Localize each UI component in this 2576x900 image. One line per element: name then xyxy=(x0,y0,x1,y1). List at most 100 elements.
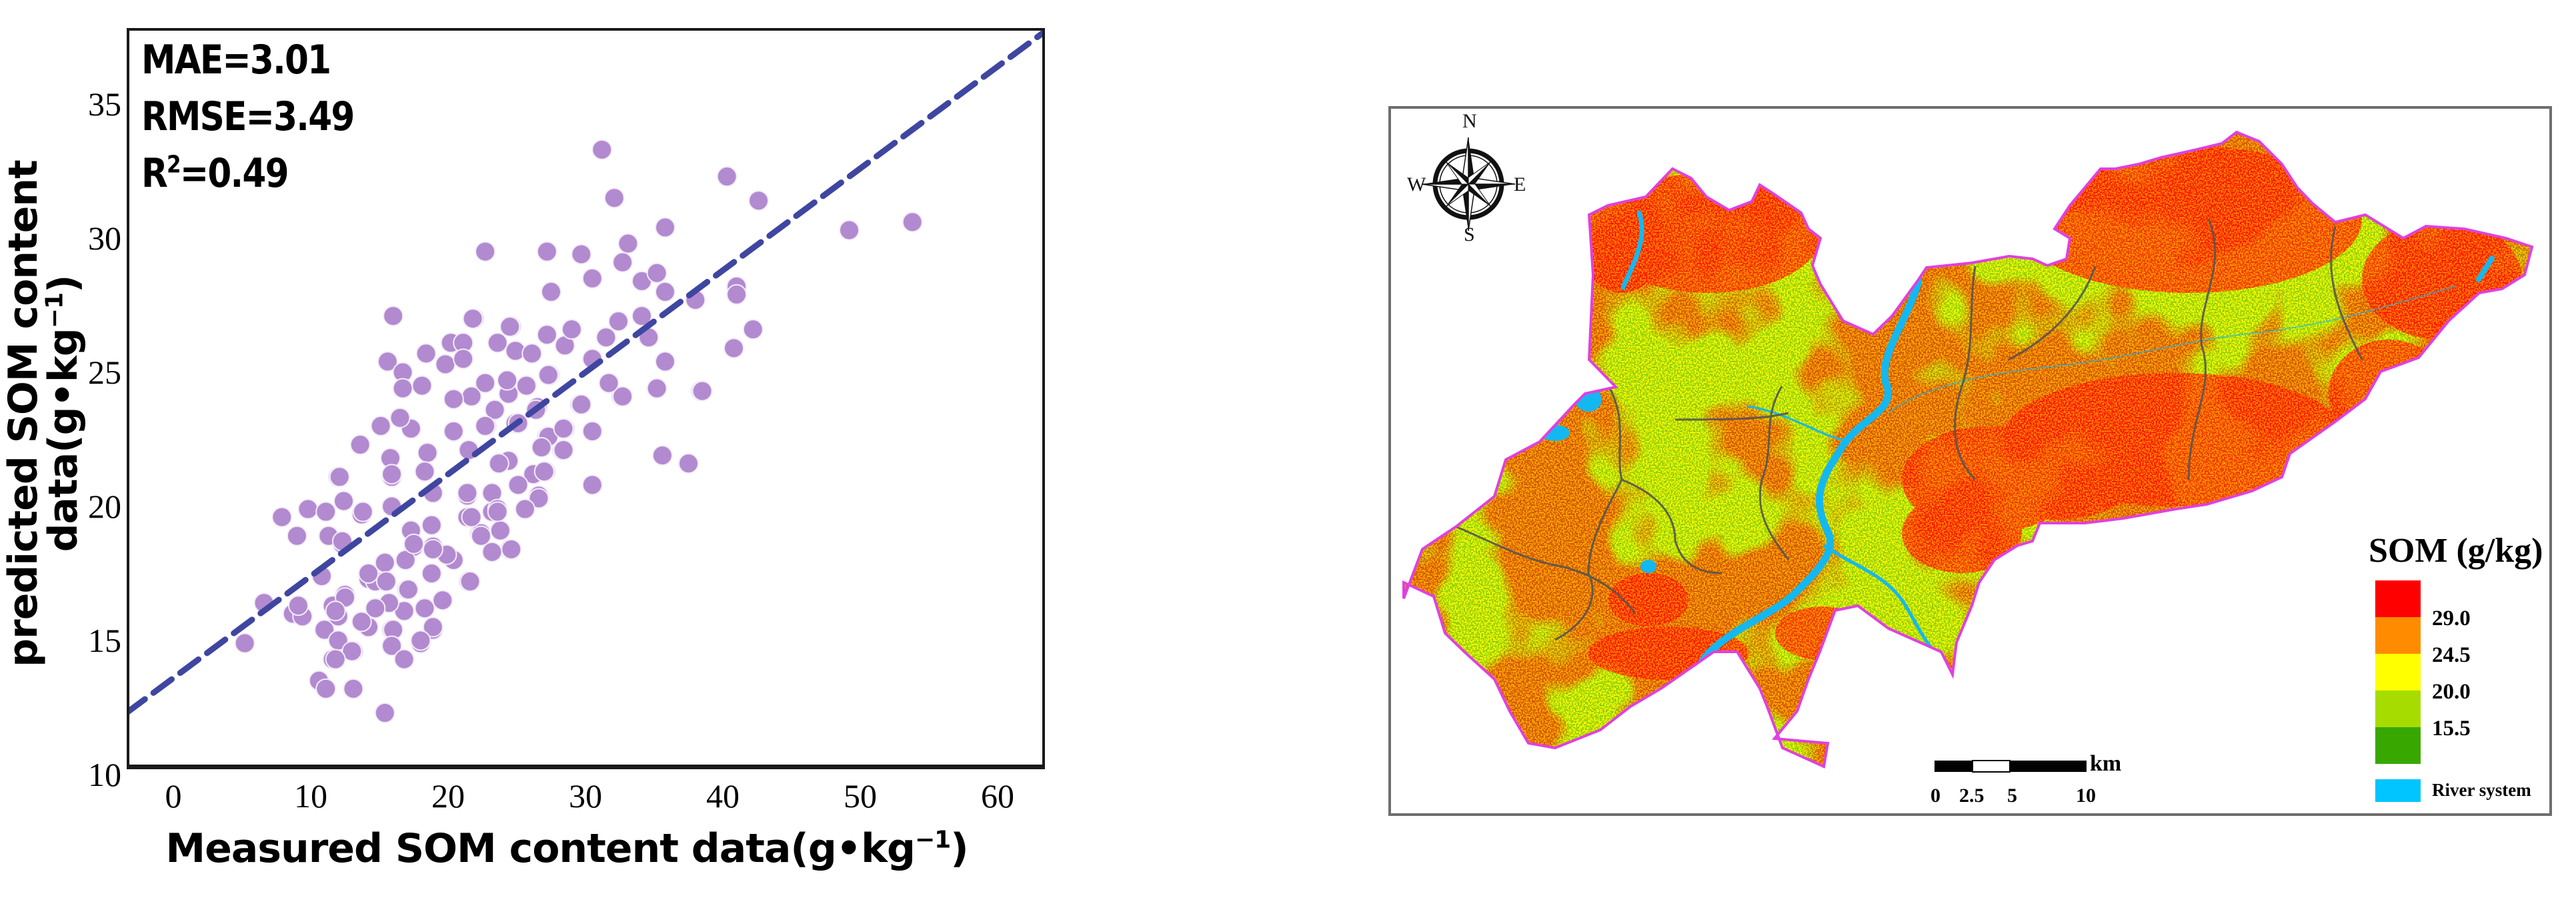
x-tick: 40 xyxy=(706,777,740,815)
x-tick: 60 xyxy=(981,777,1014,815)
y-axis-label-sup: −1 xyxy=(41,293,69,329)
x-axis-label-sup: −1 xyxy=(914,826,951,854)
x-tick: 10 xyxy=(294,777,327,815)
data-point xyxy=(461,506,482,528)
legend-label: 15.5 xyxy=(2432,717,2471,741)
data-point xyxy=(421,563,442,584)
data-point xyxy=(617,233,639,254)
scale-bar xyxy=(1935,760,2087,773)
data-point xyxy=(287,595,309,616)
compass-east: E xyxy=(1514,173,1526,195)
data-point xyxy=(598,372,619,394)
legend-swatch-red xyxy=(2375,580,2421,617)
data-point xyxy=(742,319,764,340)
x-tick: 20 xyxy=(431,777,465,815)
data-point xyxy=(654,281,676,302)
data-point xyxy=(422,616,443,638)
data-point xyxy=(561,319,582,340)
data-point xyxy=(475,415,496,436)
data-point xyxy=(414,461,435,482)
data-point xyxy=(607,311,629,332)
y-axis-label-close: ) xyxy=(40,275,87,294)
data-point xyxy=(383,306,404,327)
data-point xyxy=(377,351,398,372)
scale-label: 10 xyxy=(2076,785,2096,807)
scatter-points xyxy=(234,139,923,724)
data-point xyxy=(325,600,346,622)
data-point xyxy=(411,375,433,396)
rmse-stat: RMSE=3.49 xyxy=(141,93,355,140)
data-point xyxy=(341,640,363,662)
y-axis-label: predicted SOM content data(g•kg−1) xyxy=(0,47,87,781)
data-point xyxy=(654,351,676,372)
data-point xyxy=(748,190,770,211)
data-point xyxy=(397,579,419,600)
data-point xyxy=(528,488,549,509)
data-point xyxy=(457,482,478,504)
map-frame xyxy=(1388,106,2552,816)
legend-river-label: River system xyxy=(2432,780,2531,800)
data-point xyxy=(443,420,464,442)
x-tick: 30 xyxy=(569,777,602,815)
data-point xyxy=(723,338,744,359)
data-point xyxy=(349,434,371,456)
data-point xyxy=(286,525,307,546)
data-point xyxy=(902,211,923,233)
data-point xyxy=(314,619,335,640)
data-point xyxy=(612,386,633,407)
admin-boundaries xyxy=(1454,219,2363,641)
som-map xyxy=(1402,131,2533,773)
data-point xyxy=(414,598,435,619)
data-point xyxy=(395,549,416,570)
data-point xyxy=(571,244,592,265)
r2-value: =0.49 xyxy=(179,150,289,197)
y-tick: 25 xyxy=(88,354,121,391)
legend-swatch-river xyxy=(2375,779,2421,802)
data-point xyxy=(488,453,509,474)
data-point xyxy=(351,611,372,632)
data-point xyxy=(325,648,346,670)
data-point xyxy=(443,388,464,410)
data-point xyxy=(497,370,518,391)
data-point xyxy=(536,241,557,262)
legend-label: 20.0 xyxy=(2432,680,2471,704)
data-point xyxy=(515,375,537,396)
data-point xyxy=(533,461,555,482)
data-point xyxy=(381,464,403,485)
data-point xyxy=(389,407,411,428)
data-point xyxy=(652,445,673,466)
data-point xyxy=(507,474,529,496)
data-point xyxy=(612,252,633,273)
data-point xyxy=(646,262,668,284)
scale-label: 0 xyxy=(1930,785,1941,807)
x-axis-label: Measured SOM content data(g•kg−1) xyxy=(160,826,974,869)
data-point xyxy=(415,343,437,364)
mae-stat: MAE=3.01 xyxy=(141,37,331,83)
x-axis-label-close: ) xyxy=(950,825,968,872)
data-point xyxy=(839,219,860,241)
data-point xyxy=(678,453,699,474)
data-point xyxy=(358,563,379,584)
legend-swatch-dark-green xyxy=(2375,727,2421,764)
data-point xyxy=(475,241,496,262)
data-point xyxy=(499,316,521,338)
legend-swatch-light-green xyxy=(2375,691,2421,727)
plot-frame xyxy=(127,28,1045,769)
data-point xyxy=(333,490,354,512)
data-point xyxy=(514,498,535,520)
legend-swatch-orange xyxy=(2375,617,2421,654)
y-tick: 10 xyxy=(88,756,121,793)
data-point xyxy=(537,364,559,386)
data-point xyxy=(521,343,543,364)
data-point xyxy=(422,538,443,560)
data-point xyxy=(403,533,424,554)
data-point xyxy=(475,372,496,394)
data-point xyxy=(487,501,508,522)
data-point xyxy=(553,440,574,461)
legend-swatch-yellow xyxy=(2375,654,2421,691)
data-point xyxy=(581,474,603,496)
y-tick: 30 xyxy=(88,219,121,257)
y-tick: 20 xyxy=(88,488,121,525)
data-point xyxy=(595,327,617,348)
data-point xyxy=(352,501,373,522)
